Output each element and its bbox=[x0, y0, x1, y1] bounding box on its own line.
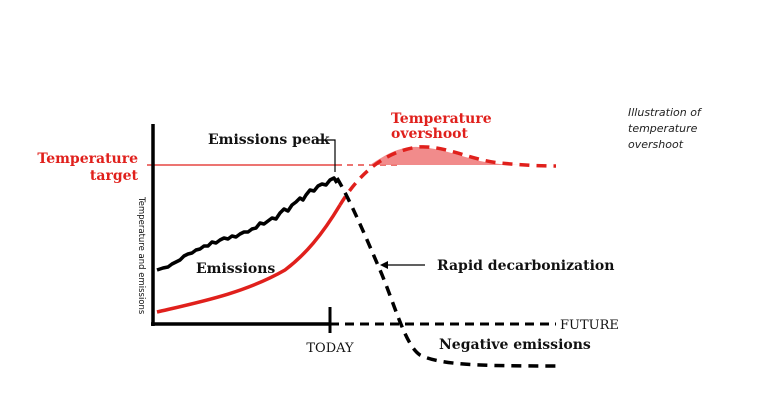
temperature-target-label-1: Temperature bbox=[37, 151, 138, 167]
emissions-peak-leader bbox=[318, 139, 336, 172]
rapid-decarbonization-label: Rapid decarbonization bbox=[437, 258, 614, 274]
temperature-series-projected bbox=[338, 145, 557, 206]
caption-line-1: Illustration of bbox=[628, 106, 703, 119]
today-tick-label: TODAY bbox=[306, 341, 354, 356]
negative-emissions-label: Negative emissions bbox=[439, 337, 591, 353]
overshoot-area bbox=[370, 146, 520, 165]
temperature-target-label-2: target bbox=[90, 168, 139, 184]
overshoot-label-1: Temperature bbox=[391, 111, 492, 127]
emissions-series-projected bbox=[335, 177, 557, 368]
caption-line-2: temperature bbox=[628, 122, 698, 135]
emissions-label: Emissions bbox=[196, 261, 275, 277]
temperature-series-historical bbox=[156, 204, 342, 314]
future-label: FUTURE bbox=[560, 318, 619, 333]
overshoot-label-2: overshoot bbox=[391, 126, 468, 142]
caption-line-3: overshoot bbox=[628, 138, 684, 151]
emissions-peak-label: Emissions peak bbox=[208, 132, 330, 148]
emissions-series-historical bbox=[156, 176, 339, 272]
y-axis-label: Temperature and emissions bbox=[136, 196, 146, 315]
rapid-decarbonization-arrowhead bbox=[380, 261, 388, 269]
